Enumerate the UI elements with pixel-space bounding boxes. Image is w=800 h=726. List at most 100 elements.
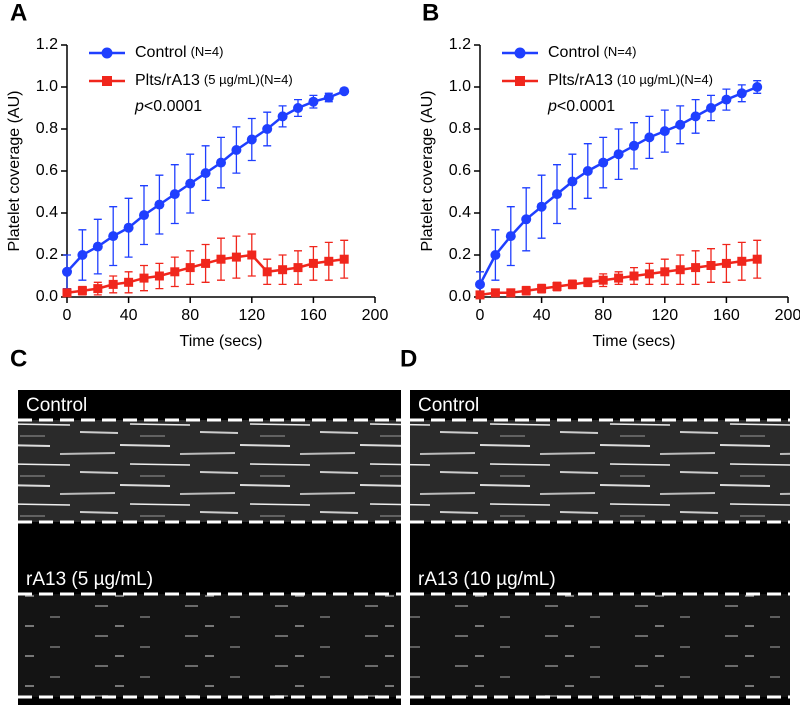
y-tick-label: 0.6 <box>449 162 471 179</box>
marker <box>62 266 72 277</box>
x-tick-label: 200 <box>775 307 800 324</box>
panel-letter: C <box>10 345 27 372</box>
marker <box>475 290 485 300</box>
flow-channel <box>410 594 790 697</box>
x-tick-label: 120 <box>651 307 678 324</box>
flow-channel <box>18 420 401 522</box>
marker <box>598 275 608 285</box>
series <box>62 86 350 290</box>
marker <box>77 250 88 260</box>
marker <box>613 149 624 160</box>
y-tick-label: 1.2 <box>36 36 58 53</box>
y-tick-label: 0.0 <box>449 288 471 305</box>
flow-channel <box>18 594 401 697</box>
x-tick-label: 80 <box>594 307 612 324</box>
panel-letter: D <box>400 345 417 372</box>
marker <box>124 277 134 287</box>
panel-letter: A <box>10 0 27 26</box>
y-tick-label: 1.0 <box>36 78 58 95</box>
marker <box>201 258 211 268</box>
x-tick-label: 0 <box>476 307 485 324</box>
marker <box>123 222 134 233</box>
marker <box>324 256 334 266</box>
legend-note: (N=4) <box>604 44 637 59</box>
y-tick-label: 0.2 <box>449 246 471 263</box>
legend-entry: Plts/rA13 (10 µg/mL)(N=4) <box>548 72 713 89</box>
marker <box>706 261 716 270</box>
marker <box>62 288 72 298</box>
marker <box>675 265 685 275</box>
marker <box>721 258 731 268</box>
x-tick-label: 80 <box>181 307 199 324</box>
image-label: rA13 (5 µg/mL) <box>26 569 153 590</box>
marker <box>108 231 119 242</box>
marker <box>216 254 226 264</box>
marker <box>721 94 732 105</box>
marker <box>185 178 196 189</box>
annotation-italic: p <box>134 98 144 115</box>
marker <box>93 284 103 294</box>
marker <box>536 201 547 212</box>
marker <box>77 286 87 296</box>
marker <box>660 267 670 277</box>
legend-marker <box>102 76 112 86</box>
marker <box>293 103 303 113</box>
marker <box>169 189 180 200</box>
marker <box>659 126 670 137</box>
marker <box>139 210 149 221</box>
legend-name: Plts/rA13 <box>135 72 200 89</box>
legend-note: (10 µg/mL)(N=4) <box>617 72 713 87</box>
legend-entry: Control (N=4) <box>135 44 223 61</box>
marker <box>246 134 257 145</box>
legend-marker <box>514 47 526 59</box>
marker <box>521 286 531 296</box>
y-axis-label: Platelet coverage (AU) <box>419 91 436 252</box>
marker <box>521 214 532 225</box>
marker <box>752 82 763 92</box>
annotation: p<0.0001 <box>547 98 615 115</box>
panel-letter: B <box>422 0 439 26</box>
x-tick-label: 200 <box>362 307 389 324</box>
y-tick-label: 0.6 <box>36 162 58 179</box>
marker <box>231 252 241 262</box>
y-tick-label: 0.4 <box>449 204 471 221</box>
x-tick-label: 40 <box>533 307 551 324</box>
y-tick-label: 0.2 <box>36 246 58 263</box>
marker <box>262 267 272 277</box>
marker <box>598 157 609 168</box>
marker <box>567 279 577 289</box>
marker <box>629 140 639 151</box>
flow-channel <box>410 420 790 522</box>
marker <box>308 258 318 268</box>
marker <box>108 279 118 289</box>
marker <box>583 277 593 287</box>
marker <box>231 145 242 155</box>
marker <box>185 263 195 273</box>
legend-name: Control <box>135 44 187 61</box>
marker <box>582 166 593 176</box>
y-tick-label: 1.0 <box>449 78 471 95</box>
marker <box>644 132 655 143</box>
legend-note: (5 µg/mL)(N=4) <box>204 72 293 87</box>
series <box>62 233 349 298</box>
series-line <box>478 85 758 285</box>
x-axis-label: Time (secs) <box>593 333 676 350</box>
marker <box>475 279 485 290</box>
marker <box>706 103 716 113</box>
legend-note: (N=4) <box>191 44 224 59</box>
marker <box>537 284 547 294</box>
marker <box>614 273 624 283</box>
marker <box>505 231 516 242</box>
marker <box>323 92 334 103</box>
marker <box>92 241 103 252</box>
legend-marker <box>515 76 525 86</box>
series <box>475 239 762 300</box>
marker <box>154 271 164 281</box>
legend-marker <box>101 47 113 59</box>
marker <box>691 263 701 273</box>
y-tick-label: 0.8 <box>449 120 471 137</box>
marker <box>644 269 654 279</box>
marker <box>506 288 516 298</box>
marker <box>247 250 257 260</box>
